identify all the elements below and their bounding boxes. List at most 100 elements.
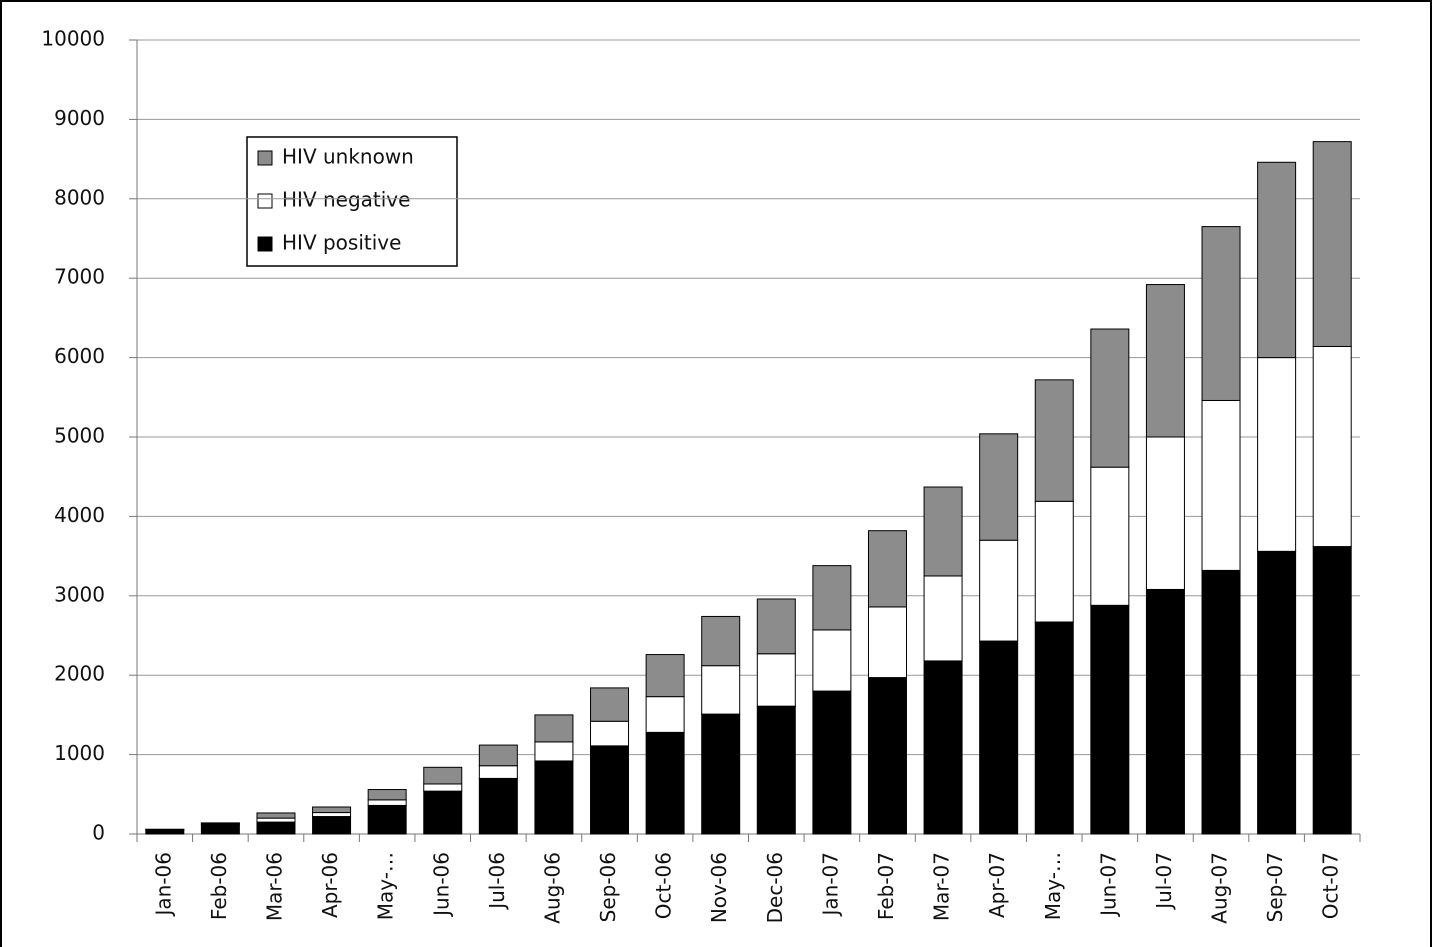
x-tick-label: May-… bbox=[1041, 852, 1065, 920]
bar-segment bbox=[423, 783, 463, 792]
x-tick-label: Jul-07 bbox=[1152, 852, 1176, 911]
y-tick-label: 2000 bbox=[54, 662, 105, 686]
bar-segment bbox=[1145, 436, 1185, 590]
bar-segment bbox=[812, 690, 852, 835]
y-tick-label: 3000 bbox=[54, 582, 105, 606]
bar-segment bbox=[1090, 466, 1130, 606]
bar-segment bbox=[812, 629, 852, 692]
bar-segment bbox=[701, 713, 741, 835]
bar-segment bbox=[367, 804, 407, 835]
x-tick-label: Mar-06 bbox=[262, 852, 286, 921]
bar-segment bbox=[1312, 546, 1352, 835]
bar-segment bbox=[1145, 284, 1185, 438]
bar-segment bbox=[478, 777, 518, 835]
x-tick-label: Feb-06 bbox=[207, 852, 231, 920]
bar-segment bbox=[312, 806, 352, 814]
bar-segment bbox=[423, 766, 463, 785]
legend-swatch bbox=[257, 193, 273, 209]
bar-segment bbox=[200, 822, 240, 825]
bar-segment bbox=[590, 720, 630, 747]
x-tick-label: Jan-06 bbox=[151, 852, 175, 918]
bar-segment bbox=[645, 696, 685, 733]
x-tick-label: Aug-06 bbox=[540, 852, 564, 924]
y-tick-label: 9000 bbox=[54, 106, 105, 130]
bar-segment bbox=[478, 765, 518, 779]
bar-segment bbox=[256, 821, 296, 835]
bar-segment bbox=[1201, 569, 1241, 835]
x-tick-label: Jun-06 bbox=[429, 852, 453, 918]
x-tick-label: Sep-07 bbox=[1263, 852, 1287, 922]
bar-segment bbox=[256, 817, 296, 823]
bar-segment bbox=[979, 433, 1019, 541]
bar-segment bbox=[867, 677, 907, 835]
bar-segment bbox=[1312, 345, 1352, 548]
bar-segment bbox=[256, 812, 296, 819]
y-tick-label: 4000 bbox=[54, 503, 105, 527]
y-tick-label: 1000 bbox=[54, 741, 105, 765]
bar-segment bbox=[145, 829, 185, 835]
x-tick-label: Aug-07 bbox=[1208, 852, 1232, 924]
legend-box bbox=[246, 136, 458, 267]
legend: HIV unknown HIV negative HIV positive bbox=[246, 136, 458, 267]
legend-label: HIV positive bbox=[282, 231, 401, 255]
bar-segment bbox=[923, 486, 963, 577]
bar-segment bbox=[1145, 588, 1185, 835]
bar-segment bbox=[645, 654, 685, 698]
bar-segment bbox=[923, 575, 963, 662]
bar-segment bbox=[423, 790, 463, 835]
bar-segment bbox=[534, 741, 574, 762]
bar-segment bbox=[1090, 604, 1130, 835]
y-tick-label: 8000 bbox=[54, 185, 105, 209]
bar-segment bbox=[1257, 161, 1297, 359]
x-tick-label: Jan-07 bbox=[818, 852, 842, 918]
bar-segment bbox=[1201, 226, 1241, 401]
bar-segment bbox=[867, 530, 907, 608]
bar-segment bbox=[756, 598, 796, 655]
bar-segment bbox=[534, 760, 574, 835]
x-tick-label: Jun-07 bbox=[1096, 852, 1120, 918]
x-tick-label: Oct-07 bbox=[1319, 852, 1343, 919]
bar-segment bbox=[1034, 621, 1074, 835]
bar-segment bbox=[200, 823, 240, 835]
x-tick-label: Oct-06 bbox=[652, 852, 676, 919]
legend-swatch bbox=[257, 150, 273, 166]
x-tick-label: Dec-06 bbox=[763, 852, 787, 923]
x-tick-label: Apr-06 bbox=[318, 852, 342, 918]
x-tick-label: Nov-06 bbox=[707, 852, 731, 923]
legend-label: HIV negative bbox=[282, 188, 410, 212]
y-tick-label: 10000 bbox=[41, 27, 105, 51]
bar-segment bbox=[867, 606, 907, 679]
bar-segment bbox=[756, 653, 796, 707]
bar-segment bbox=[367, 789, 407, 801]
x-tick-label: Mar-07 bbox=[930, 852, 954, 921]
x-tick-label: Jul-06 bbox=[485, 852, 509, 911]
bar-segment bbox=[1257, 357, 1297, 552]
bar-segment bbox=[367, 799, 407, 806]
bar-segment bbox=[701, 615, 741, 667]
bar-segment bbox=[923, 660, 963, 835]
y-tick-label: 5000 bbox=[54, 424, 105, 448]
bar-segment bbox=[312, 812, 352, 818]
legend-label: HIV unknown bbox=[282, 145, 414, 169]
bar-segment bbox=[701, 665, 741, 715]
bar-segment bbox=[756, 705, 796, 835]
y-tick-label: 0 bbox=[92, 821, 105, 845]
bar-segment bbox=[1090, 328, 1130, 468]
bar-segment bbox=[979, 640, 1019, 835]
bar-segment bbox=[1257, 550, 1297, 835]
bar-segment bbox=[812, 565, 852, 631]
bar-segment bbox=[534, 714, 574, 743]
bar-segment bbox=[478, 744, 518, 767]
legend-swatch bbox=[257, 236, 273, 252]
x-tick-label: Sep-06 bbox=[596, 852, 620, 922]
bar-segment bbox=[1201, 399, 1241, 571]
x-tick-label: Apr-07 bbox=[985, 852, 1009, 918]
y-tick-label: 7000 bbox=[54, 265, 105, 289]
bar-segment bbox=[312, 816, 352, 835]
bar-segment bbox=[590, 687, 630, 722]
bar-segment bbox=[1034, 379, 1074, 502]
x-tick-label: Feb-07 bbox=[874, 852, 898, 920]
